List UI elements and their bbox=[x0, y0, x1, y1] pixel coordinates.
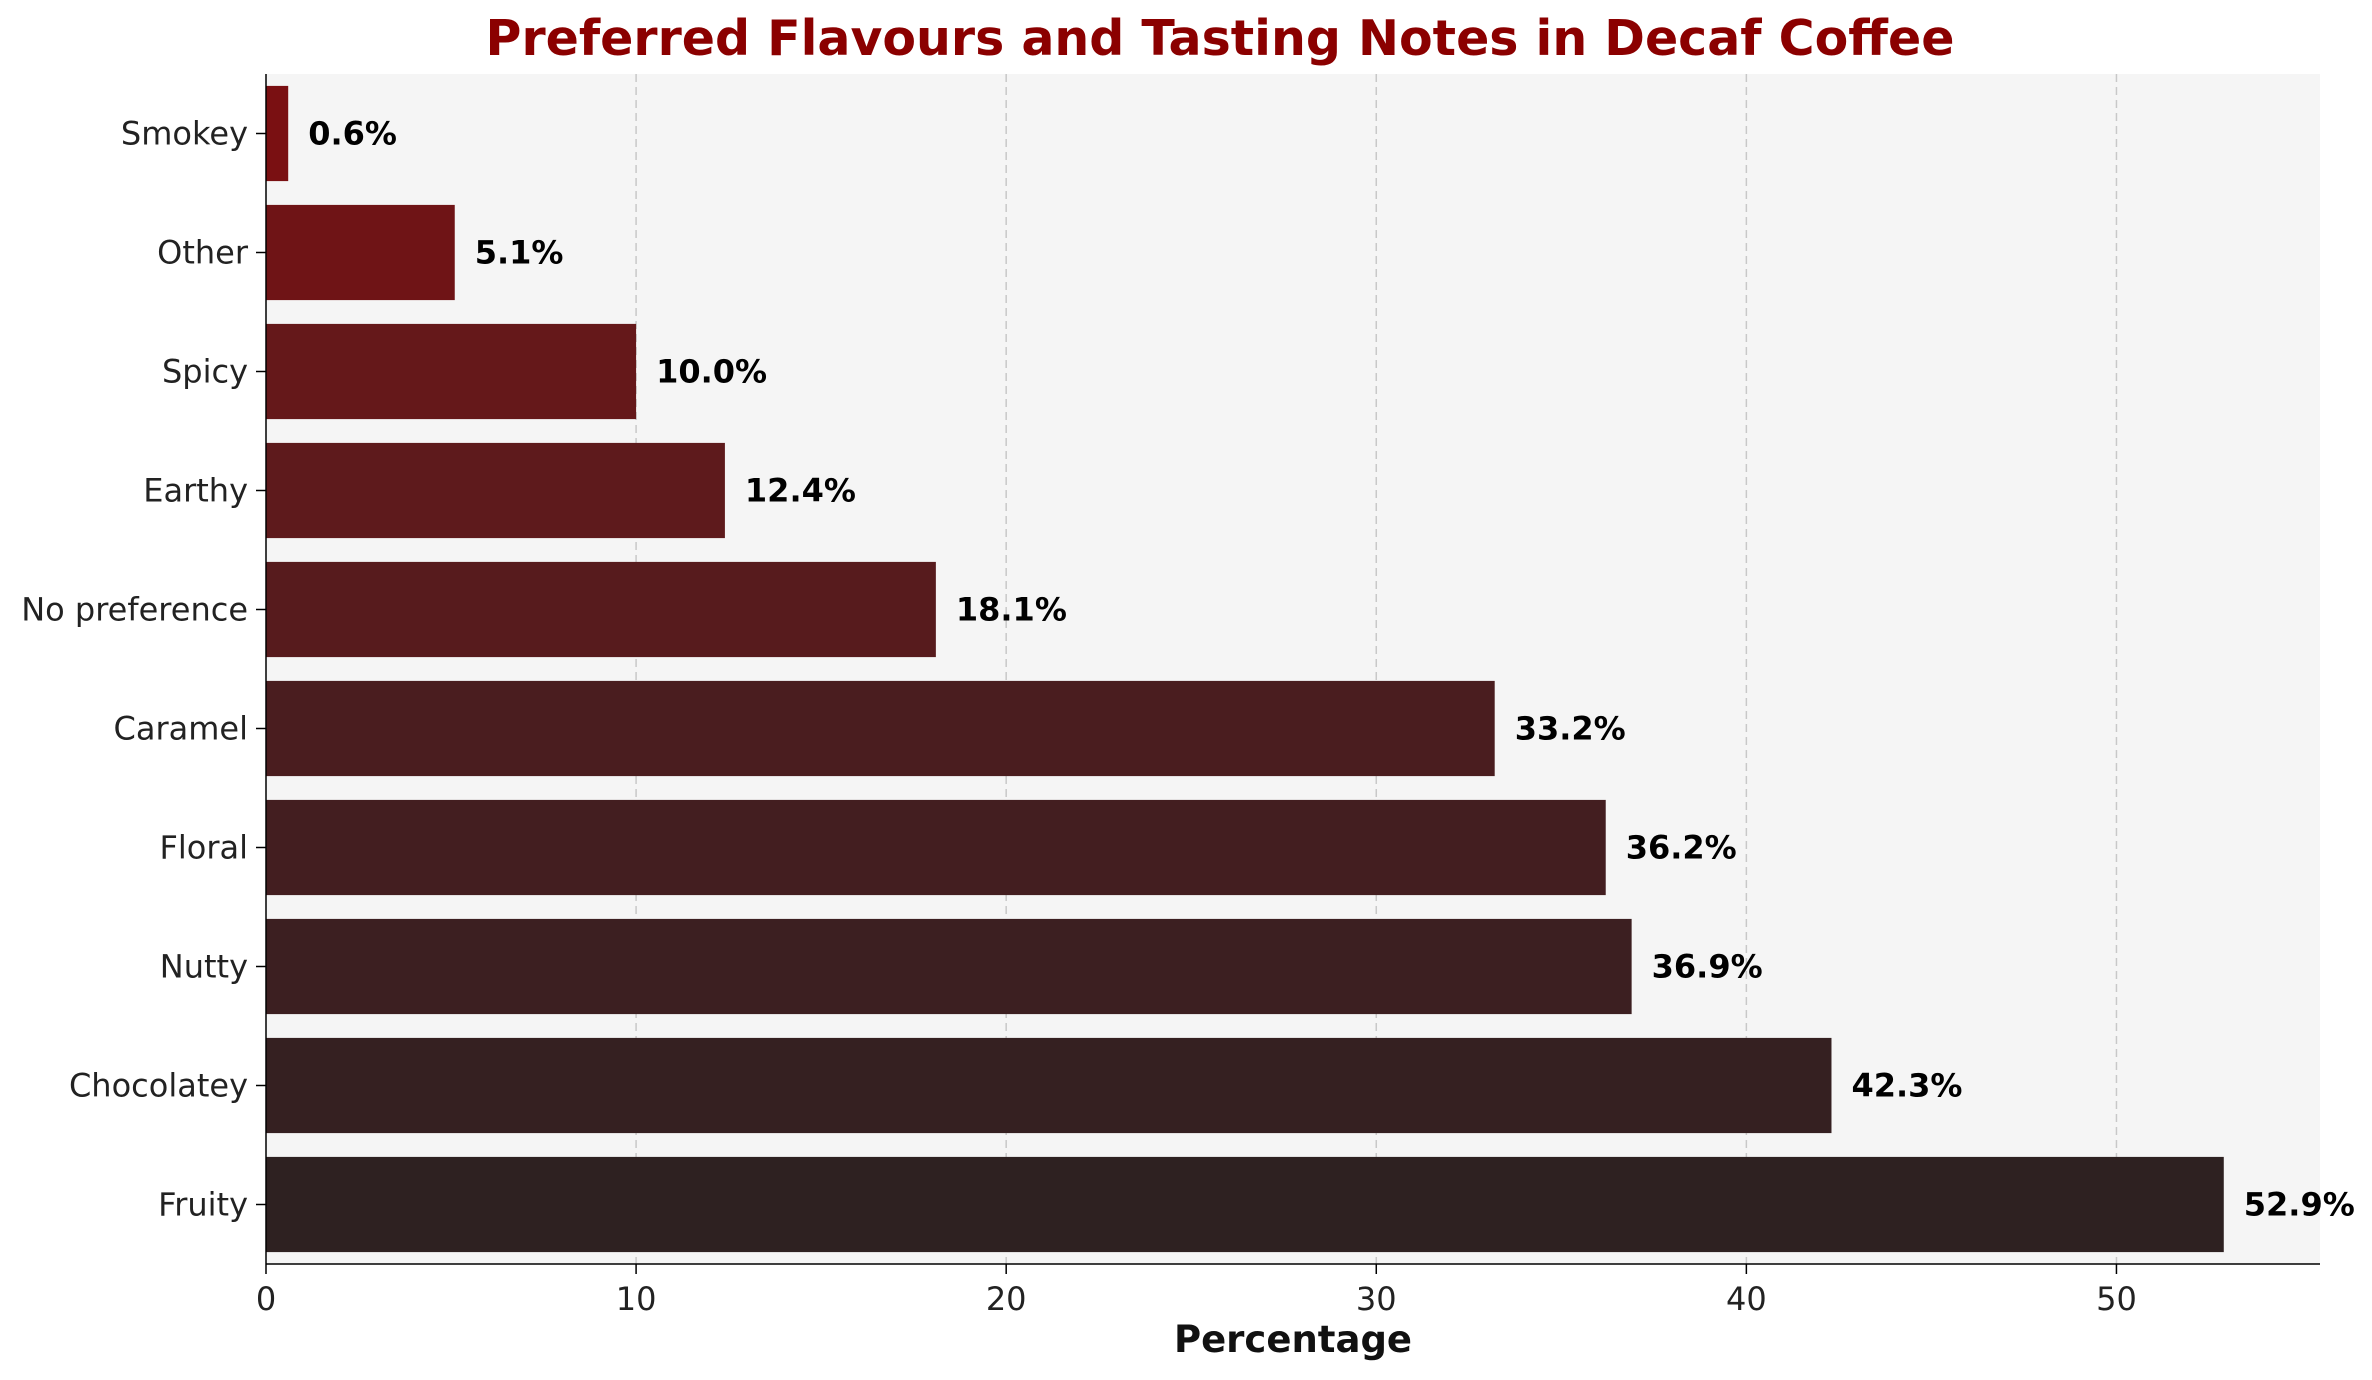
bars bbox=[266, 85, 2224, 1253]
x-tick-label: 40 bbox=[1726, 1280, 1767, 1318]
value-label: 33.2% bbox=[1515, 710, 1626, 748]
x-tick-labels: 0 10 20 30 40 50 bbox=[256, 1264, 2137, 1318]
x-tick-label: 50 bbox=[2096, 1280, 2137, 1318]
x-tick-label: 0 bbox=[256, 1280, 276, 1318]
bar-smokey bbox=[266, 85, 289, 182]
y-tick-label: Fruity bbox=[158, 1186, 248, 1224]
bar-floral bbox=[266, 799, 1606, 896]
bar-nutty bbox=[266, 918, 1632, 1015]
value-label: 5.1% bbox=[475, 234, 564, 272]
value-label: 12.4% bbox=[745, 472, 856, 510]
bar-chocolatey bbox=[266, 1037, 1832, 1134]
bar-other bbox=[266, 204, 455, 301]
value-label: 36.9% bbox=[1652, 948, 1763, 986]
value-label: 36.2% bbox=[1626, 829, 1737, 867]
x-axis-label: Percentage bbox=[1174, 1318, 1412, 1361]
value-label: 18.1% bbox=[956, 591, 1067, 629]
value-label: 52.9% bbox=[2244, 1186, 2355, 1224]
bar-no-preference bbox=[266, 561, 936, 658]
x-tick-label: 20 bbox=[986, 1280, 1027, 1318]
bar-fruity bbox=[266, 1156, 2224, 1253]
bar-spicy bbox=[266, 323, 637, 420]
bar-earthy bbox=[266, 442, 725, 539]
x-tick-label: 30 bbox=[1356, 1280, 1397, 1318]
chart-title: Preferred Flavours and Tasting Notes in … bbox=[486, 10, 1955, 67]
y-tick-label: Earthy bbox=[143, 472, 248, 510]
y-tick-label: Chocolatey bbox=[69, 1067, 248, 1105]
y-tick-label: Nutty bbox=[160, 948, 248, 986]
y-tick-label: Other bbox=[157, 234, 249, 272]
value-labels: 52.9% 42.3% 36.9% 36.2% 33.2% 18.1% 12.4% 10.0%… bbox=[308, 115, 2355, 1224]
y-tick-label: Caramel bbox=[114, 710, 248, 748]
y-tick-label: Smokey bbox=[121, 115, 248, 153]
value-label: 42.3% bbox=[1851, 1067, 1962, 1105]
x-tick-label: 10 bbox=[616, 1280, 657, 1318]
y-tick-labels: Fruity Chocolatey Nutty Floral Caramel No pre… bbox=[21, 115, 266, 1224]
y-tick-label: No preference bbox=[21, 591, 248, 629]
value-label: 0.6% bbox=[308, 115, 397, 153]
value-label: 10.0% bbox=[656, 353, 767, 391]
y-tick-label: Floral bbox=[159, 829, 248, 867]
bar-caramel bbox=[266, 680, 1495, 777]
y-tick-label: Spicy bbox=[162, 353, 248, 391]
